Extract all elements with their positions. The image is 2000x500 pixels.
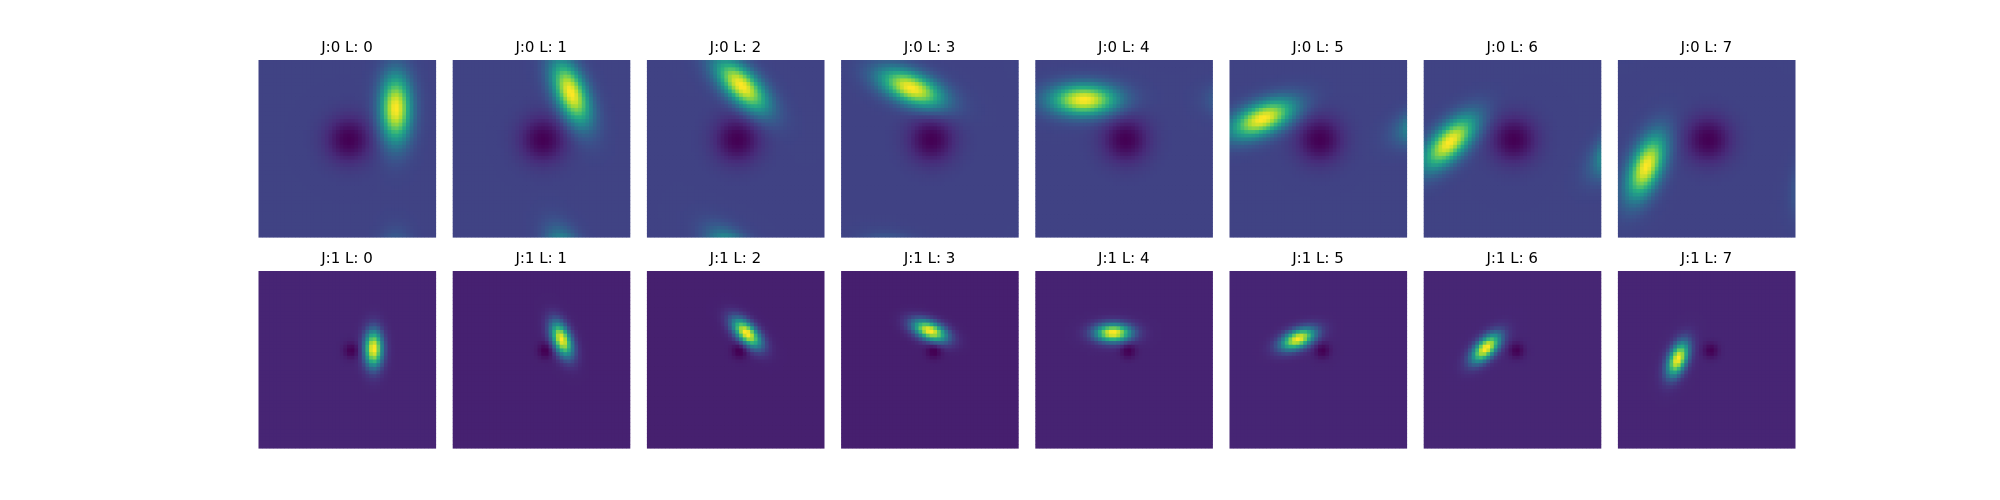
panel-title: J:1 L: 6 — [1485, 249, 1538, 267]
panel-title: J:0 L: 1 — [514, 38, 567, 56]
heatmap-panel: J:0 L: 7 — [1617, 38, 1796, 238]
panel-title: J:0 L: 4 — [1097, 38, 1150, 56]
panel-grid: J:0 L: 0 J:0 L: 1 J:0 L: 2 J:0 L: 3 J:0 L: 4… — [258, 38, 1796, 449]
heatmap-panel: J:1 L: 4 — [1035, 249, 1213, 449]
heatmap-image — [452, 271, 631, 449]
heatmap-panel: J:0 L: 2 — [646, 38, 825, 238]
heatmap-image — [1035, 271, 1213, 449]
panel-title: J:1 L: 5 — [1291, 249, 1344, 267]
heatmap-panel: J:0 L: 6 — [1423, 38, 1602, 238]
panel-title: J:0 L: 5 — [1291, 38, 1344, 56]
panel-title: J:1 L: 0 — [320, 249, 373, 267]
heatmap-image — [646, 60, 825, 238]
heatmap-image — [1617, 271, 1796, 449]
heatmap-panel: J:1 L: 1 — [452, 249, 631, 449]
panel-title: J:1 L: 7 — [1680, 249, 1733, 267]
heatmap-panel: J:0 L: 3 — [841, 38, 1019, 238]
heatmap-panel: J:0 L: 4 — [1035, 38, 1213, 238]
panel-title: J:0 L: 6 — [1485, 38, 1538, 56]
heatmap-panel: J:1 L: 5 — [1229, 249, 1408, 449]
panel-title: J:0 L: 7 — [1680, 38, 1733, 56]
heatmap-image — [258, 271, 437, 449]
panel-title: J:1 L: 4 — [1097, 249, 1150, 267]
heatmap-image — [1423, 271, 1602, 449]
heatmap-panel: J:1 L: 6 — [1423, 249, 1602, 449]
panel-title: J:0 L: 0 — [320, 38, 373, 56]
heatmap-panel: J:1 L: 3 — [841, 249, 1019, 449]
heatmap-image — [1035, 60, 1213, 238]
heatmap-panel: J:1 L: 0 — [258, 249, 437, 449]
heatmap-panel: J:1 L: 2 — [646, 249, 825, 449]
heatmap-panel: J:0 L: 5 — [1229, 38, 1408, 238]
panel-title: J:1 L: 1 — [514, 249, 567, 267]
heatmap-image — [1229, 60, 1408, 238]
heatmap-panel: J:0 L: 0 — [258, 38, 437, 238]
panel-title: J:0 L: 2 — [709, 38, 762, 56]
panel-title: J:1 L: 2 — [709, 249, 762, 267]
heatmap-image — [1229, 271, 1408, 449]
heatmap-image — [841, 60, 1019, 238]
heatmap-image — [1617, 60, 1796, 238]
heatmap-panel: J:1 L: 7 — [1617, 249, 1796, 449]
heatmap-image — [646, 271, 825, 449]
heatmap-image — [1423, 60, 1602, 238]
heatmap-image — [258, 60, 437, 238]
heatmap-panel: J:0 L: 1 — [452, 38, 631, 238]
panel-title: J:0 L: 3 — [903, 38, 956, 56]
heatmap-image — [841, 271, 1019, 449]
panel-title: J:1 L: 3 — [903, 249, 956, 267]
heatmap-image — [452, 60, 631, 238]
